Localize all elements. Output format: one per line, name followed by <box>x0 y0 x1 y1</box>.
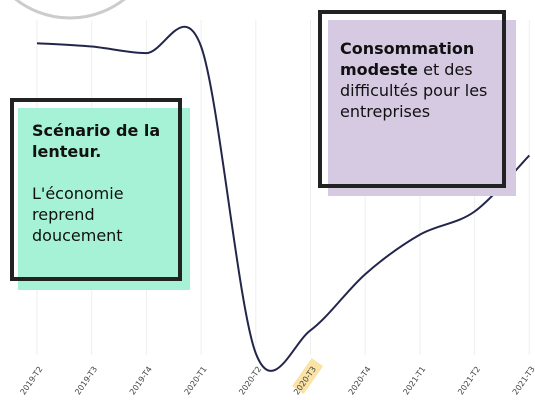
annotation-title: Consommation modeste <box>340 39 475 79</box>
x-tick-label: 2020-T2 <box>237 365 263 397</box>
annotation-bg <box>328 20 516 196</box>
x-tick: 2020-T1 <box>183 365 209 397</box>
x-tick: 2019-T4 <box>128 365 154 397</box>
annotation-bg <box>18 108 190 290</box>
annotation-frame <box>10 98 182 281</box>
x-tick-label: 2021-T2 <box>456 365 482 397</box>
x-tick-label: 2020-T4 <box>347 365 373 397</box>
annotation-text: L'économie reprend doucement <box>32 184 124 245</box>
x-tick: 2020-T3 <box>292 358 324 397</box>
x-tick-label: 2019-T3 <box>73 365 99 397</box>
x-tick: 2021-T1 <box>401 365 427 397</box>
x-tick: 2020-T2 <box>237 365 263 397</box>
x-tick: 2019-T2 <box>19 365 45 397</box>
annotation-frame <box>318 10 506 188</box>
x-tick: 2020-T4 <box>347 365 373 397</box>
x-tick-label: 2021-T1 <box>401 365 427 397</box>
annotation: Scénario de la lenteur. L'économie repre… <box>32 120 172 246</box>
x-tick-label: 2020-T1 <box>183 365 209 397</box>
tick-highlight <box>292 358 324 395</box>
x-tick-label: 2019-T2 <box>19 365 45 397</box>
annotation: Consommation modeste et des difficultés … <box>340 38 496 122</box>
x-tick: 2019-T3 <box>73 365 99 397</box>
x-tick-label: 2021-T3 <box>511 365 535 397</box>
annotation-title: Scénario de la lenteur. <box>32 121 161 161</box>
decor-circle <box>14 0 126 20</box>
annotation-text: et des difficultés pour les entreprises <box>340 60 488 121</box>
x-tick: 2021-T2 <box>456 365 482 397</box>
x-tick-label: 2019-T4 <box>128 365 154 397</box>
line <box>36 25 531 372</box>
x-tick: 2021-T3 <box>511 365 535 397</box>
